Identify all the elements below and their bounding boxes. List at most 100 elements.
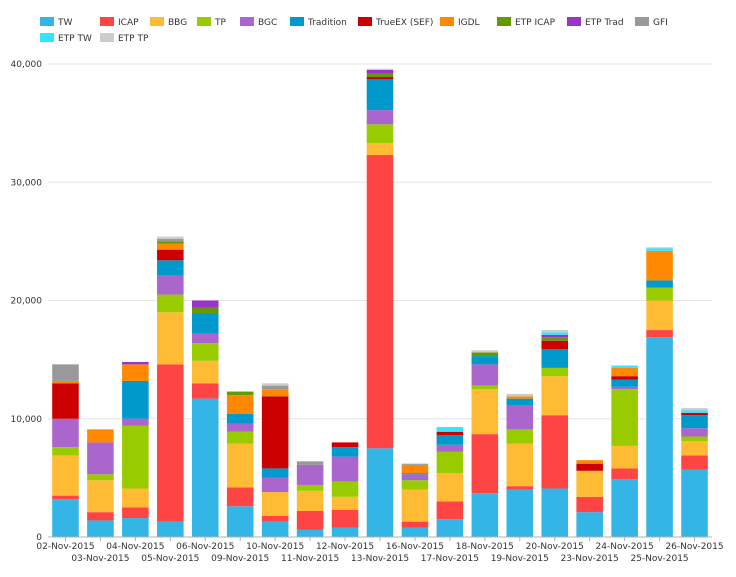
bar-segment bbox=[52, 499, 79, 537]
bar-segment bbox=[366, 68, 394, 70]
bar-segment bbox=[226, 506, 254, 537]
bar-segment bbox=[471, 434, 499, 494]
bar-segment bbox=[122, 418, 149, 426]
bar-segment bbox=[681, 469, 708, 537]
bar-segment bbox=[646, 287, 673, 301]
bar-segment bbox=[506, 396, 534, 399]
bar-segment bbox=[471, 364, 499, 386]
bar-segment bbox=[436, 501, 464, 520]
bar-segment bbox=[541, 367, 569, 377]
legend-label: TrueEX (SEF) bbox=[375, 18, 433, 28]
x-tick-label: 19-Nov-2015 bbox=[491, 554, 549, 564]
bar-segment bbox=[261, 385, 289, 390]
legend-swatch bbox=[567, 17, 581, 26]
bar-segment bbox=[681, 408, 708, 411]
bar-segment bbox=[401, 464, 429, 474]
y-tick-label: 20,000 bbox=[11, 297, 43, 307]
bar-segment bbox=[157, 236, 184, 240]
bar-segment bbox=[157, 260, 184, 276]
bar-segment bbox=[646, 300, 673, 331]
bar-segment bbox=[331, 442, 359, 448]
legend-swatch bbox=[635, 17, 649, 26]
bar-segment bbox=[87, 512, 114, 521]
legend-swatch bbox=[440, 17, 454, 26]
y-tick-label: 10,000 bbox=[11, 415, 43, 425]
bar-segment bbox=[191, 360, 219, 384]
bar-segment bbox=[436, 431, 464, 436]
legend-label: ICAP bbox=[118, 18, 139, 28]
bar-segment bbox=[52, 383, 79, 419]
legend-label: ETP TP bbox=[118, 34, 149, 44]
bar-segment bbox=[506, 398, 534, 406]
bar-segment bbox=[261, 396, 289, 469]
bar-segment bbox=[576, 496, 603, 513]
bar-segment bbox=[471, 356, 499, 365]
bar-segment bbox=[436, 435, 464, 445]
bar-segment bbox=[471, 385, 499, 390]
bar-segment bbox=[541, 415, 569, 489]
bar-segment bbox=[401, 527, 429, 537]
bar-segment bbox=[611, 365, 638, 368]
legend-item: TP bbox=[197, 17, 226, 28]
bar-segment bbox=[261, 515, 289, 522]
bar-segment bbox=[191, 313, 219, 334]
bars bbox=[52, 68, 708, 537]
bar-segment bbox=[366, 155, 394, 449]
bar-segment bbox=[366, 124, 394, 144]
bar-segment bbox=[506, 443, 534, 487]
legend-item: ETP Trad bbox=[567, 17, 624, 28]
bar-segment bbox=[122, 518, 149, 537]
bar-segment bbox=[366, 73, 394, 78]
bar-segment bbox=[226, 423, 254, 432]
bar-segment bbox=[296, 510, 324, 530]
bar-segment bbox=[366, 143, 394, 156]
legend-swatch bbox=[290, 17, 304, 26]
bar-segment bbox=[191, 333, 219, 344]
legend-swatch bbox=[40, 17, 54, 26]
bar-segment bbox=[646, 337, 673, 537]
bar-segment bbox=[611, 386, 638, 390]
legend-label: TW bbox=[57, 18, 72, 28]
bar-segment bbox=[157, 275, 184, 295]
bar-segment bbox=[506, 405, 534, 430]
x-tick-label: 05-Nov-2015 bbox=[141, 554, 199, 564]
bar-segment bbox=[122, 425, 149, 489]
legend-swatch bbox=[358, 17, 372, 26]
bar-segment bbox=[296, 461, 324, 465]
bar-segment bbox=[122, 364, 149, 381]
bar-segment bbox=[471, 350, 499, 353]
bar-segment bbox=[401, 473, 429, 475]
bar-segment bbox=[576, 470, 603, 497]
x-tick-label: 25-Nov-2015 bbox=[630, 554, 688, 564]
bar-segment bbox=[261, 383, 289, 386]
bar-segment bbox=[401, 489, 429, 522]
bar-segment bbox=[296, 464, 324, 485]
bar-segment bbox=[366, 77, 394, 80]
legend-label: TP bbox=[214, 18, 226, 28]
legend-label: GFI bbox=[653, 18, 668, 28]
legend-label: BBG bbox=[168, 18, 187, 28]
bar-segment bbox=[52, 495, 79, 500]
bar-segment bbox=[157, 243, 184, 250]
x-tick-label: 12-Nov-2015 bbox=[316, 542, 374, 552]
bar-segment bbox=[366, 448, 394, 537]
bar-segment bbox=[401, 521, 429, 528]
bar-segment bbox=[506, 429, 534, 444]
x-tick-label: 24-Nov-2015 bbox=[596, 542, 654, 552]
bar-segment bbox=[52, 455, 79, 496]
bar-segment bbox=[576, 463, 603, 471]
bar-segment bbox=[226, 395, 254, 415]
legend-label: IGDL bbox=[458, 18, 480, 28]
bar-segment bbox=[576, 512, 603, 537]
bar-segment bbox=[436, 451, 464, 474]
x-tick-label: 02-Nov-2015 bbox=[36, 542, 94, 552]
x-tick-label: 06-Nov-2015 bbox=[176, 542, 234, 552]
bar-segment bbox=[87, 442, 114, 475]
bar-segment bbox=[87, 474, 114, 481]
legend-item: TrueEX (SEF) bbox=[358, 17, 433, 28]
bar-segment bbox=[157, 239, 184, 242]
bar-segment bbox=[611, 389, 638, 446]
y-tick-label: 40,000 bbox=[11, 60, 43, 70]
legend-label: ETP Trad bbox=[585, 18, 624, 28]
bar-segment bbox=[436, 427, 464, 432]
